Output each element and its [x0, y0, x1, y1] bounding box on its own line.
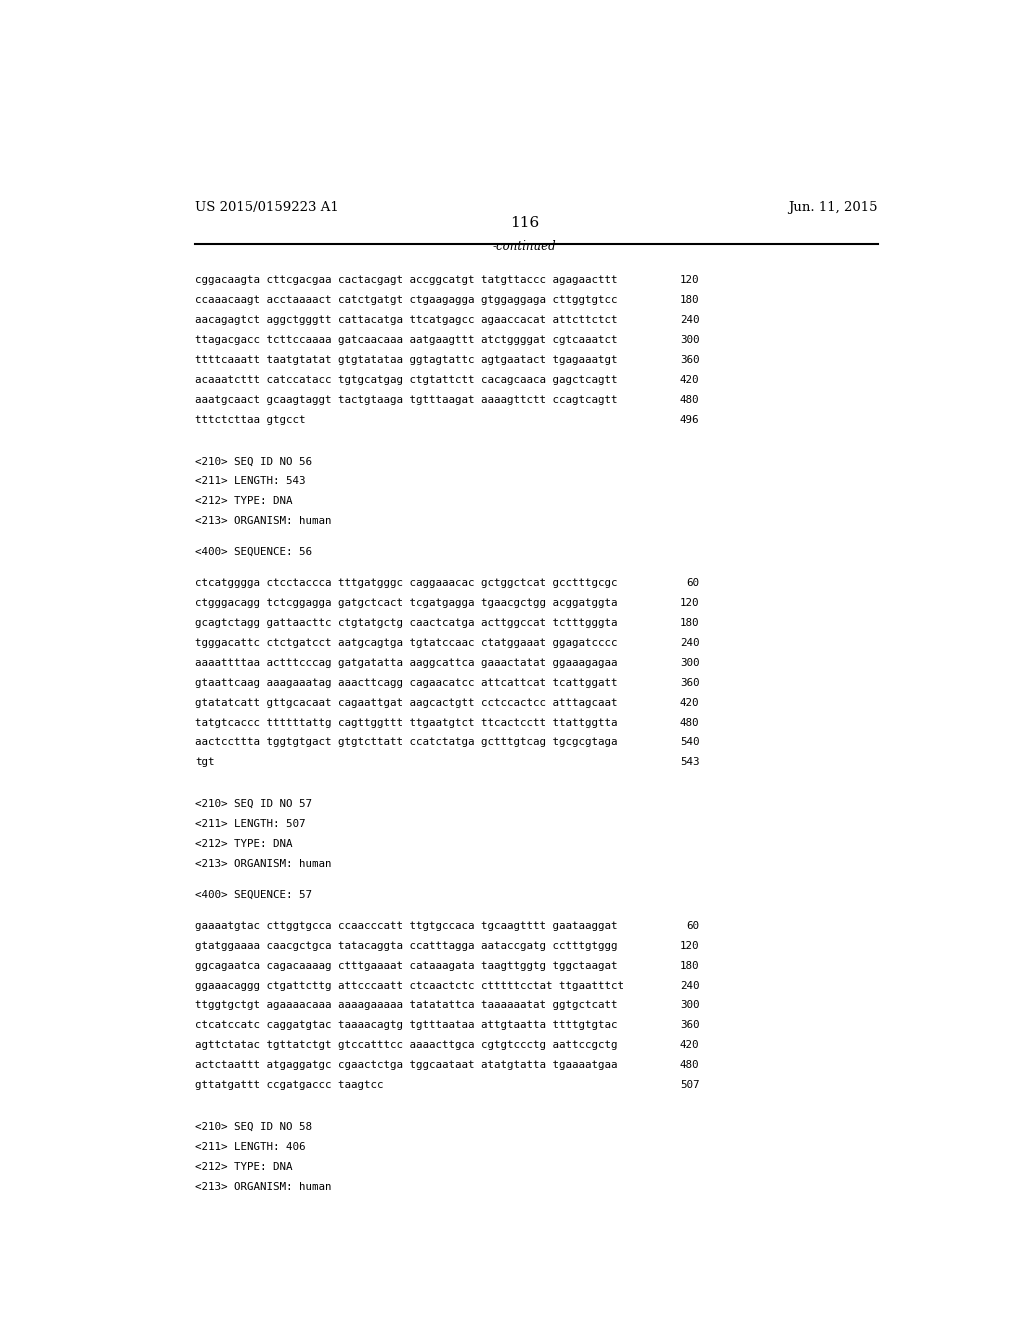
- Text: <400> SEQUENCE: 57: <400> SEQUENCE: 57: [196, 890, 312, 900]
- Text: 507: 507: [680, 1080, 699, 1090]
- Text: 480: 480: [680, 718, 699, 727]
- Text: 496: 496: [680, 414, 699, 425]
- Text: gaaaatgtac cttggtgcca ccaacccatt ttgtgccaca tgcaagtttt gaataaggat: gaaaatgtac cttggtgcca ccaacccatt ttgtgcc…: [196, 921, 617, 931]
- Text: <210> SEQ ID NO 56: <210> SEQ ID NO 56: [196, 457, 312, 466]
- Text: <211> LENGTH: 406: <211> LENGTH: 406: [196, 1142, 306, 1152]
- Text: 180: 180: [680, 296, 699, 305]
- Text: gtatggaaaa caacgctgca tatacaggta ccatttagga aataccgatg cctttgtggg: gtatggaaaa caacgctgca tatacaggta ccattta…: [196, 941, 617, 950]
- Text: gcagtctagg gattaacttc ctgtatgctg caactcatga acttggccat tctttgggta: gcagtctagg gattaacttc ctgtatgctg caactca…: [196, 618, 617, 628]
- Text: 360: 360: [680, 355, 699, 364]
- Text: agttctatac tgttatctgt gtccatttcc aaaacttgca cgtgtccctg aattccgctg: agttctatac tgttatctgt gtccatttcc aaaactt…: [196, 1040, 617, 1051]
- Text: tgggacattc ctctgatcct aatgcagtga tgtatccaac ctatggaaat ggagatcccc: tgggacattc ctctgatcct aatgcagtga tgtatcc…: [196, 638, 617, 648]
- Text: <211> LENGTH: 543: <211> LENGTH: 543: [196, 477, 306, 487]
- Text: 480: 480: [680, 1060, 699, 1071]
- Text: <213> ORGANISM: human: <213> ORGANISM: human: [196, 1181, 332, 1192]
- Text: <212> TYPE: DNA: <212> TYPE: DNA: [196, 496, 293, 507]
- Text: actctaattt atgaggatgc cgaactctga tggcaataat atatgtatta tgaaaatgaa: actctaattt atgaggatgc cgaactctga tggcaat…: [196, 1060, 617, 1071]
- Text: cggacaagta cttcgacgaa cactacgagt accggcatgt tatgttaccc agagaacttt: cggacaagta cttcgacgaa cactacgagt accggca…: [196, 276, 617, 285]
- Text: ccaaacaagt acctaaaact catctgatgt ctgaagagga gtggaggaga cttggtgtcc: ccaaacaagt acctaaaact catctgatgt ctgaaga…: [196, 296, 617, 305]
- Text: 120: 120: [680, 598, 699, 609]
- Text: <400> SEQUENCE: 56: <400> SEQUENCE: 56: [196, 548, 312, 557]
- Text: 240: 240: [680, 638, 699, 648]
- Text: 360: 360: [680, 677, 699, 688]
- Text: <211> LENGTH: 507: <211> LENGTH: 507: [196, 820, 306, 829]
- Text: 480: 480: [680, 395, 699, 405]
- Text: <210> SEQ ID NO 58: <210> SEQ ID NO 58: [196, 1122, 312, 1133]
- Text: ttagacgacc tcttccaaaa gatcaacaaa aatgaagttt atctggggat cgtcaaatct: ttagacgacc tcttccaaaa gatcaacaaa aatgaag…: [196, 335, 617, 345]
- Text: gtaattcaag aaagaaatag aaacttcagg cagaacatcc attcattcat tcattggatt: gtaattcaag aaagaaatag aaacttcagg cagaaca…: [196, 677, 617, 688]
- Text: 120: 120: [680, 276, 699, 285]
- Text: <213> ORGANISM: human: <213> ORGANISM: human: [196, 859, 332, 869]
- Text: 180: 180: [680, 618, 699, 628]
- Text: 116: 116: [510, 216, 540, 230]
- Text: <212> TYPE: DNA: <212> TYPE: DNA: [196, 1162, 293, 1172]
- Text: ggaaacaggg ctgattcttg attcccaatt ctcaactctc ctttttcctat ttgaatttct: ggaaacaggg ctgattcttg attcccaatt ctcaact…: [196, 981, 625, 990]
- Text: tatgtcaccc ttttttattg cagttggttt ttgaatgtct ttcactcctt ttattggtta: tatgtcaccc ttttttattg cagttggttt ttgaatg…: [196, 718, 617, 727]
- Text: tgt: tgt: [196, 758, 215, 767]
- Text: 420: 420: [680, 698, 699, 708]
- Text: Jun. 11, 2015: Jun. 11, 2015: [788, 201, 878, 214]
- Text: <210> SEQ ID NO 57: <210> SEQ ID NO 57: [196, 799, 312, 809]
- Text: 540: 540: [680, 738, 699, 747]
- Text: aaaattttaa actttcccag gatgatatta aaggcattca gaaactatat ggaaagagaa: aaaattttaa actttcccag gatgatatta aaggcat…: [196, 657, 617, 668]
- Text: <213> ORGANISM: human: <213> ORGANISM: human: [196, 516, 332, 527]
- Text: 300: 300: [680, 657, 699, 668]
- Text: 240: 240: [680, 981, 699, 990]
- Text: 180: 180: [680, 961, 699, 970]
- Text: gtatatcatt gttgcacaat cagaattgat aagcactgtt cctccactcc atttagcaat: gtatatcatt gttgcacaat cagaattgat aagcact…: [196, 698, 617, 708]
- Text: ctcatccatc caggatgtac taaaacagtg tgtttaataa attgtaatta ttttgtgtac: ctcatccatc caggatgtac taaaacagtg tgtttaa…: [196, 1020, 617, 1031]
- Text: aactccttta tggtgtgact gtgtcttatt ccatctatga gctttgtcag tgcgcgtaga: aactccttta tggtgtgact gtgtcttatt ccatcta…: [196, 738, 617, 747]
- Text: 543: 543: [680, 758, 699, 767]
- Text: aaatgcaact gcaagtaggt tactgtaaga tgtttaagat aaaagttctt ccagtcagtt: aaatgcaact gcaagtaggt tactgtaaga tgtttaa…: [196, 395, 617, 405]
- Text: 120: 120: [680, 941, 699, 950]
- Text: acaaatcttt catccatacc tgtgcatgag ctgtattctt cacagcaaca gagctcagtt: acaaatcttt catccatacc tgtgcatgag ctgtatt…: [196, 375, 617, 385]
- Text: 240: 240: [680, 315, 699, 325]
- Text: aacagagtct aggctgggtt cattacatga ttcatgagcc agaaccacat attcttctct: aacagagtct aggctgggtt cattacatga ttcatga…: [196, 315, 617, 325]
- Text: ggcagaatca cagacaaaag ctttgaaaat cataaagata taagttggtg tggctaagat: ggcagaatca cagacaaaag ctttgaaaat cataaag…: [196, 961, 617, 970]
- Text: 60: 60: [686, 921, 699, 931]
- Text: ttttcaaatt taatgtatat gtgtatataa ggtagtattc agtgaatact tgagaaatgt: ttttcaaatt taatgtatat gtgtatataa ggtagta…: [196, 355, 617, 364]
- Text: 420: 420: [680, 375, 699, 385]
- Text: ctcatgggga ctcctaccca tttgatgggc caggaaacac gctggctcat gcctttgcgc: ctcatgggga ctcctaccca tttgatgggc caggaaa…: [196, 578, 617, 589]
- Text: <212> TYPE: DNA: <212> TYPE: DNA: [196, 840, 293, 849]
- Text: 360: 360: [680, 1020, 699, 1031]
- Text: 300: 300: [680, 335, 699, 345]
- Text: ttggtgctgt agaaaacaaa aaaagaaaaa tatatattca taaaaaatat ggtgctcatt: ttggtgctgt agaaaacaaa aaaagaaaaa tatatat…: [196, 1001, 617, 1010]
- Text: gttatgattt ccgatgaccc taagtcc: gttatgattt ccgatgaccc taagtcc: [196, 1080, 384, 1090]
- Text: ctgggacagg tctcggagga gatgctcact tcgatgagga tgaacgctgg acggatggta: ctgggacagg tctcggagga gatgctcact tcgatga…: [196, 598, 617, 609]
- Text: 300: 300: [680, 1001, 699, 1010]
- Text: 420: 420: [680, 1040, 699, 1051]
- Text: -continued: -continued: [493, 240, 557, 252]
- Text: tttctcttaa gtgcct: tttctcttaa gtgcct: [196, 414, 306, 425]
- Text: US 2015/0159223 A1: US 2015/0159223 A1: [196, 201, 339, 214]
- Text: 60: 60: [686, 578, 699, 589]
